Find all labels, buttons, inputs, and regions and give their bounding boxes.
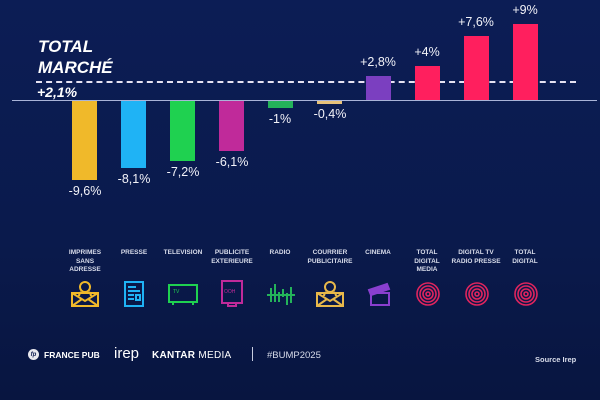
bar-television [170,101,195,161]
total-market-value: +2,1% [37,84,78,100]
france-pub-logo: fp FRANCE PUB [28,349,100,360]
fingerprint-icon [416,282,440,306]
value-label: +2,8% [360,55,396,69]
hashtag: #BUMP2025 [267,350,321,361]
fingerprint-icon [514,282,538,306]
value-label: -9,6% [68,184,102,198]
category-label: DIGITAL TV RADIO PRESSE [451,249,501,265]
ooh-billboard-icon: OOH [221,280,243,307]
category-label: TOTAL DIGITAL MEDIA [414,249,440,273]
footer-divider [252,347,253,361]
category-label: TELEVISION [163,249,203,256]
bar-digital-tv-radio-presse [464,36,489,100]
newspaper-icon [124,281,144,307]
chart-title: TOTAL MARCHÉ [38,36,113,78]
fingerprint-icon [465,282,489,306]
total-market-reference-line [36,81,576,83]
category-label: PRESSE [120,249,148,256]
svg-text:OOH: OOH [224,289,236,295]
mail-person-icon [71,281,99,307]
value-label: +9% [512,3,538,17]
category-label: CINEMA [365,249,391,256]
kantar-media-logo: KANTAR MEDIA [152,350,232,361]
category-label: TOTAL DIGITAL [512,249,538,265]
mail-person-icon [316,281,344,307]
soundwave-icon [267,284,295,305]
bar-publicite-exterieure [219,101,244,151]
value-label: -8,1% [117,172,151,186]
title-line-2: MARCHÉ [38,58,113,77]
bar-cinema [366,76,391,100]
bar-imprimes-sans-adresse [72,101,97,180]
bar-radio [268,101,293,108]
zero-axis-line [12,100,597,101]
bar-presse [121,101,146,168]
category-label: COURRIER PUBLICITAIRE [307,249,353,265]
value-label: +4% [414,45,440,59]
value-label: -7,2% [166,165,200,179]
clapperboard-icon [367,282,391,306]
category-label: IMPRIMES SANS ADRESSE [68,249,102,273]
france-pub-mark-icon: fp [28,349,39,360]
value-label: -6,1% [215,155,249,169]
value-label: -1% [268,112,292,126]
title-line-1: TOTAL [38,37,94,56]
bar-total-digital [513,24,538,100]
svg-text:TV: TV [173,289,180,295]
irep-logo: irep [114,345,140,362]
value-label: +7,6% [458,15,494,29]
source-note: Source Irep [535,355,577,364]
bar-total-digital-media [415,66,440,100]
tv-icon: TV [168,284,198,305]
france-pub-text: FRANCE PUB [44,349,100,360]
bar-courrier-publicitaire [317,101,342,104]
value-label: -0,4% [313,107,347,121]
category-label: RADIO [269,249,291,256]
category-label: PUBLICITE EXTERIEURE [211,249,253,265]
